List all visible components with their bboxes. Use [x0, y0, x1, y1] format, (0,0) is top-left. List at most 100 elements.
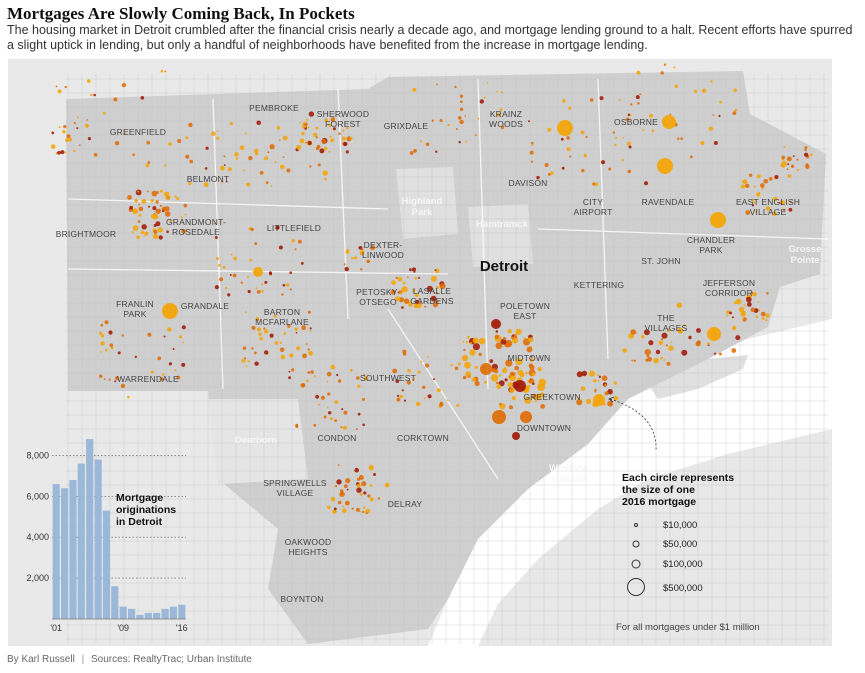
mortgage-dot	[639, 93, 642, 96]
mortgage-dot	[580, 386, 586, 391]
mortgage-dot	[406, 380, 411, 385]
mortgage-dot	[58, 126, 61, 128]
mortgage-dot	[526, 346, 533, 353]
mortgage-dot	[729, 311, 732, 315]
mortgage-dot	[330, 496, 336, 502]
mortgage-dot	[359, 510, 362, 513]
mortgage-dot	[336, 479, 342, 485]
mortgage-dot	[214, 236, 218, 239]
mortgage-dot	[315, 136, 318, 139]
mortgage-dot	[499, 402, 502, 406]
mortgage-dot	[93, 93, 96, 97]
chart-bar	[153, 612, 161, 619]
mortgage-dot	[612, 131, 616, 134]
mortgage-dot	[734, 108, 738, 112]
mortgage-dot	[343, 141, 348, 147]
mortgage-dot	[401, 389, 404, 392]
mortgage-dot	[459, 94, 464, 98]
mortgage-dot	[560, 137, 564, 141]
neighborhood-label: KETTERING	[574, 280, 624, 290]
mortgage-dot	[254, 361, 259, 366]
mortgage-dot	[629, 114, 632, 117]
mortgage-dot	[282, 156, 285, 158]
mortgage-dot	[418, 276, 421, 279]
mortgage-dot	[439, 402, 444, 407]
mortgage-dot	[319, 148, 325, 154]
mortgage-dot	[216, 257, 219, 261]
mortgage-dot	[342, 129, 345, 132]
mortgage-dot	[608, 167, 612, 171]
mortgage-dot	[751, 204, 755, 207]
mortgage-dot	[328, 123, 332, 127]
chart-bar	[102, 510, 110, 619]
mortgage-dot	[261, 289, 264, 293]
mortgage-dot	[467, 335, 470, 339]
mortgage-dot	[649, 113, 653, 118]
mortgage-dot	[642, 129, 645, 132]
mortgage-dot	[330, 117, 336, 122]
mortgage-dot	[530, 356, 533, 358]
mortgage-dot	[144, 231, 149, 236]
mortgage-dot	[464, 115, 467, 117]
mortgage-dot	[454, 366, 459, 371]
neighborhood-label: MIDTOWN	[508, 353, 551, 363]
mortgage-dot	[164, 70, 167, 73]
mortgage-dot	[360, 268, 363, 271]
mortgage-dot	[90, 93, 93, 97]
mortgage-dot	[414, 276, 418, 280]
mortgage-dot	[399, 297, 404, 303]
neighborhood-label: SOUTHWEST	[360, 373, 416, 383]
mortgage-dot	[688, 335, 692, 340]
neighborhood-label: DAVISON	[508, 178, 547, 188]
legend-note: For all mortgages under $1 million	[616, 622, 760, 633]
mortgage-dot	[789, 200, 793, 204]
mortgage-dot	[338, 132, 341, 135]
mortgage-dot	[530, 160, 534, 163]
mortgage-dot	[604, 391, 609, 396]
mortgage-dot	[763, 179, 768, 184]
mortgage-dot	[426, 285, 433, 292]
mortgage-dot	[433, 292, 436, 294]
mortgage-dot-large	[253, 267, 263, 277]
mortgage-dot	[251, 325, 256, 330]
mortgage-dot-large	[520, 411, 532, 423]
mortgage-dot	[414, 299, 419, 304]
mortgage-dot	[57, 89, 62, 94]
mortgage-dot	[102, 111, 106, 115]
mortgage-dot	[318, 403, 321, 406]
mortgage-dot	[455, 128, 458, 130]
mortgage-dot	[158, 235, 163, 240]
mortgage-dot	[308, 111, 315, 117]
mortgage-dot	[345, 478, 351, 484]
mortgage-dot	[660, 356, 663, 360]
mortgage-dot	[65, 138, 69, 142]
mortgage-dot	[500, 338, 507, 345]
mortgage-dot	[752, 292, 757, 297]
mortgage-dot	[279, 341, 282, 344]
mortgage-dot	[670, 341, 673, 343]
mortgage-dot	[804, 146, 808, 150]
canada-land	[478, 429, 832, 646]
mortgage-dot-large	[662, 115, 676, 129]
mortgage-dot	[280, 354, 286, 360]
mortgage-dot	[531, 372, 536, 377]
mortgage-dot	[645, 358, 649, 362]
mortgage-dot	[333, 127, 336, 131]
mortgage-dot	[502, 337, 507, 341]
mortgage-dot	[114, 141, 120, 146]
mortgage-dot	[330, 364, 336, 370]
mortgage-dot	[183, 203, 188, 208]
mortgage-dot	[289, 288, 292, 291]
mortgage-dot	[576, 371, 583, 378]
legend-title-line-3: 2016 mortgage	[622, 496, 696, 508]
mortgage-dot	[321, 138, 327, 144]
neighborhood-label: KRAINZ WOODS	[489, 109, 523, 129]
mortgage-dot	[164, 164, 167, 167]
mortgage-dot	[523, 337, 526, 340]
mortgage-dot	[155, 221, 161, 227]
mortgage-dot	[302, 353, 307, 359]
mortgage-dot-large	[512, 432, 520, 440]
mortgage-dot	[323, 415, 327, 419]
mortgage-dot	[589, 98, 594, 102]
mortgage-dot	[504, 339, 513, 348]
